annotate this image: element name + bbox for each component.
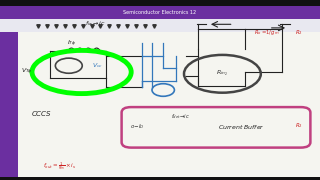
Text: $\mathit{f}_{ia} \rightarrow ic$: $\mathit{f}_{ia} \rightarrow ic$ [85, 19, 107, 28]
Text: $R_2$: $R_2$ [295, 122, 303, 130]
FancyBboxPatch shape [0, 6, 320, 19]
Text: $R_o=\!1/g_m$: $R_o=\!1/g_m$ [254, 28, 280, 37]
Text: $f_{det}\!\rightarrow\!ic$: $f_{det}\!\rightarrow\!ic$ [171, 112, 190, 121]
Text: $R_{in_2}$: $R_{in_2}$ [216, 68, 228, 78]
FancyBboxPatch shape [0, 0, 320, 6]
Text: $CCCS$: $CCCS$ [31, 109, 52, 118]
Text: $f_{out}=\frac{1}{g_m}\times i_s$: $f_{out}=\frac{1}{g_m}\times i_s$ [43, 160, 76, 173]
FancyBboxPatch shape [0, 31, 18, 177]
Text: $o\!-\!I_D$: $o\!-\!I_D$ [130, 122, 145, 131]
Text: Semiconductor Electronics 12: Semiconductor Electronics 12 [124, 10, 196, 15]
Text: $I_{T\phi}$: $I_{T\phi}$ [68, 39, 76, 49]
Text: $Current\;Buffer$: $Current\;Buffer$ [218, 123, 265, 131]
Text: $R_2$: $R_2$ [295, 28, 303, 37]
FancyBboxPatch shape [0, 19, 320, 31]
Text: $V_{T\phi}$: $V_{T\phi}$ [21, 67, 33, 77]
FancyBboxPatch shape [18, 31, 320, 177]
FancyBboxPatch shape [0, 177, 320, 180]
Text: $V_{oc}$: $V_{oc}$ [92, 61, 103, 70]
